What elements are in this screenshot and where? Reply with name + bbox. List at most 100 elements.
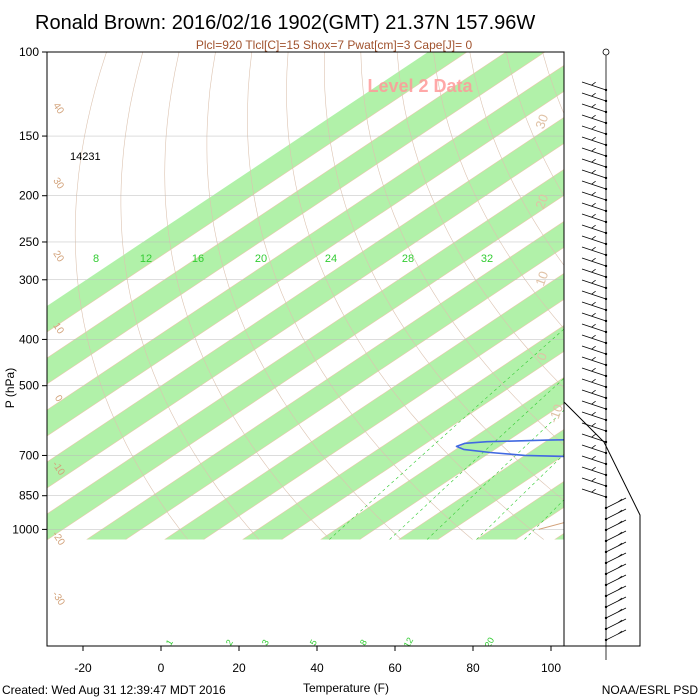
wind-barb-dot xyxy=(604,275,608,279)
wind-barb xyxy=(581,268,607,278)
wind-barb xyxy=(581,477,607,487)
dry-adiabat-label: 10 xyxy=(532,269,551,288)
wind-barb xyxy=(605,508,627,520)
wind-barb xyxy=(581,411,607,421)
wind-barb-feather xyxy=(591,400,596,405)
wind-barb-feather xyxy=(591,389,596,394)
mixing-ratio-line xyxy=(389,377,564,540)
wind-barb-feather xyxy=(591,301,596,306)
wind-barb xyxy=(605,552,627,564)
wind-barb-feather xyxy=(591,488,596,493)
wind-barb-dot xyxy=(604,352,608,356)
wind-barb-dot xyxy=(604,638,608,642)
temperature-band xyxy=(47,117,564,488)
wind-barb xyxy=(581,422,607,432)
isotherm-line xyxy=(47,52,507,359)
chart-subtitle: Plcl=920 Tlcl[C]=15 Shox=7 Pwat[cm]=3 Ca… xyxy=(196,38,473,52)
wind-barb-dot xyxy=(604,572,608,576)
wind-barb-dot xyxy=(604,319,608,323)
wind-barb xyxy=(581,114,607,124)
wind-barb xyxy=(581,125,607,135)
wind-barb-dot xyxy=(604,220,608,224)
mixing-ratio-line xyxy=(524,499,564,540)
wind-barb-feather xyxy=(591,466,596,471)
wind-barb-feather xyxy=(591,92,596,97)
wind-barb-feather xyxy=(591,323,596,328)
wind-barb xyxy=(605,618,627,630)
dry-adiabat-line xyxy=(247,52,473,540)
wind-barb-dot xyxy=(604,176,608,180)
dry-adiabat-line xyxy=(360,52,564,446)
tropopause-height-label: 14231 xyxy=(70,151,101,163)
wind-barb-feather xyxy=(591,257,596,262)
isotherm-line xyxy=(86,220,564,540)
wind-barb-feather xyxy=(591,213,596,218)
wind-barb xyxy=(581,301,607,311)
wind-barb-feather xyxy=(591,224,596,229)
mixing-ratio-label: 24 xyxy=(325,253,337,265)
wind-barb-feather xyxy=(617,575,623,580)
mixing-ratio-line xyxy=(568,280,700,540)
credit-label: NOAA/ESRL PSD xyxy=(602,683,699,697)
wind-barb-dot xyxy=(604,407,608,411)
wind-barb-feather xyxy=(591,455,596,460)
wind-barb-dot xyxy=(604,583,608,587)
mixing-ratio-line xyxy=(476,453,564,540)
wind-barb xyxy=(581,400,607,410)
wind-barb xyxy=(605,574,627,586)
wind-barb-feather xyxy=(591,202,596,207)
wind-barb-dot xyxy=(604,473,608,477)
dry-adiabat-lines xyxy=(74,52,564,540)
wind-barb-feather xyxy=(591,356,596,361)
wind-barb-dot xyxy=(604,264,608,268)
wind-barb-dot xyxy=(604,396,608,400)
wind-barb xyxy=(605,519,627,531)
mixing-ratio-label: 5 xyxy=(308,638,319,647)
wind-barb-dot xyxy=(604,517,608,521)
wind-barb xyxy=(605,563,627,575)
wind-barb-dot xyxy=(604,528,608,532)
x-tick-label: 80 xyxy=(466,661,480,675)
isotherm-line xyxy=(47,52,468,333)
wind-barb-dot xyxy=(604,374,608,378)
dry-adiabat-line xyxy=(164,52,331,540)
isotherm-line xyxy=(47,90,564,437)
mixing-ratio-label: 1 xyxy=(164,638,175,647)
x-axis: -20 0 20 40 60 80 100 xyxy=(74,646,561,675)
wind-barb-panel xyxy=(563,48,641,660)
series-line-temperature xyxy=(614,56,700,529)
temperature-band xyxy=(47,65,564,436)
isotherm-line xyxy=(203,298,564,540)
wind-barb-feather xyxy=(591,81,596,86)
mixing-ratio-line xyxy=(680,280,700,540)
isotherm-line xyxy=(398,428,564,540)
mixing-ratio-line xyxy=(600,280,700,540)
wind-barb xyxy=(605,585,627,597)
wind-barb-dot xyxy=(604,132,608,136)
y-tick-label: 100 xyxy=(19,45,39,59)
isotherm-line xyxy=(672,52,700,540)
wind-barb-feather xyxy=(617,498,623,503)
wind-barb-feather xyxy=(617,564,623,569)
wind-barb-dot xyxy=(604,429,608,433)
isotherm-label: 40 xyxy=(50,101,66,117)
wind-barb-dot xyxy=(604,561,608,565)
isotherm-label: 20 xyxy=(50,249,66,265)
wind-barb-feather xyxy=(591,422,596,427)
y-tick-label: 300 xyxy=(19,273,39,287)
wind-barb xyxy=(581,191,607,201)
wind-barb-dot xyxy=(604,627,608,631)
wind-barb-feather xyxy=(591,312,596,317)
isotherm-label: 0 xyxy=(52,393,64,404)
created-timestamp: Created: Wed Aug 31 12:39:47 MDT 2016 xyxy=(2,683,226,697)
dry-adiabat-label: 20 xyxy=(532,192,551,211)
x-axis-label: Temperature (F) xyxy=(303,681,389,695)
wind-barb-feather xyxy=(591,444,596,449)
isotherm-line xyxy=(633,52,700,540)
wind-barb-feather xyxy=(591,334,596,339)
y-tick-label: 1000 xyxy=(12,522,39,536)
wind-barb-dot xyxy=(604,462,608,466)
wind-barb-dot xyxy=(604,484,608,488)
isotherm-line xyxy=(242,324,564,540)
